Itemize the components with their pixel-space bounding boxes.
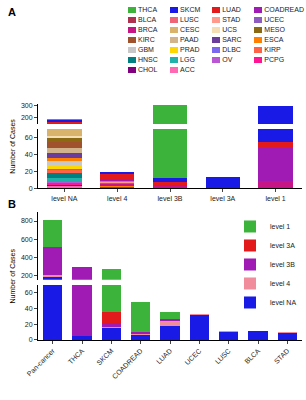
svg-text:20: 20	[25, 321, 33, 328]
svg-text:level 1: level 1	[265, 195, 285, 202]
html-text:PAAD: PAAD	[180, 36, 199, 43]
svg-text:40: 40	[25, 151, 33, 158]
svg-text:level 1: level 1	[270, 223, 290, 230]
html-text:KIRP: KIRP	[264, 46, 281, 53]
svg-text:UCEC: UCEC	[184, 347, 203, 366]
html-text:SKCM: SKCM	[180, 6, 201, 13]
html-text:BLCA: BLCA	[138, 16, 157, 23]
svg-text:LUAD: LUAD	[155, 347, 173, 365]
svg-text:60: 60	[25, 289, 33, 296]
svg-text:200: 200	[21, 272, 33, 279]
svg-text:THCA: THCA	[67, 347, 86, 366]
svg-text:Number of Cases: Number of Cases	[9, 249, 16, 304]
html-text:HNSC: HNSC	[138, 56, 158, 63]
html-text:DLBC: DLBC	[222, 46, 241, 53]
html-text:PRAD: PRAD	[180, 46, 200, 53]
svg-text:COADREAD: COADREAD	[111, 347, 144, 380]
svg-text:300: 300	[21, 102, 33, 109]
svg-text:level 3B: level 3B	[158, 195, 183, 202]
svg-text:400: 400	[21, 254, 33, 261]
svg-text:800: 800	[21, 217, 33, 224]
html-text:LUAD: LUAD	[222, 6, 241, 13]
html-text:CHOL: CHOL	[138, 66, 158, 73]
html-text:CESC: CESC	[180, 26, 200, 33]
svg-text:level NA: level NA	[51, 195, 77, 202]
svg-text:B: B	[8, 198, 16, 210]
html-text:OV: OV	[222, 56, 233, 63]
svg-text:0: 0	[29, 336, 33, 343]
html-text:COADREAD: COADREAD	[264, 6, 304, 13]
html-text:LUSC: LUSC	[180, 16, 199, 23]
svg-text:Number of Cases: Number of Cases	[9, 119, 16, 174]
html-text:LGG: LGG	[180, 56, 195, 63]
html-text:UCEC: UCEC	[264, 16, 285, 23]
svg-text:200: 200	[21, 114, 33, 121]
html-text:UCS: UCS	[222, 26, 237, 33]
svg-text:0: 0	[29, 185, 33, 192]
svg-text:40: 40	[25, 305, 33, 312]
svg-text:BLCA: BLCA	[243, 347, 261, 365]
svg-text:level 3A: level 3A	[270, 242, 295, 249]
html-text:STAD: STAD	[222, 16, 241, 23]
html-text:GBM: GBM	[138, 46, 154, 53]
html-text:ACC: ACC	[180, 66, 195, 73]
svg-text:600: 600	[21, 236, 33, 243]
html-text:ESCA: ESCA	[264, 36, 284, 43]
svg-text:level 4: level 4	[270, 280, 290, 287]
html-text:SARC: SARC	[222, 36, 242, 43]
html-text:PCPG: PCPG	[264, 56, 285, 63]
svg-text:STAD: STAD	[273, 347, 291, 365]
svg-text:60: 60	[25, 134, 33, 141]
html-text:THCA: THCA	[138, 6, 158, 13]
svg-text:LUSC: LUSC	[214, 347, 232, 365]
svg-text:level 3A: level 3A	[210, 195, 235, 202]
html-text:KIRC: KIRC	[138, 36, 155, 43]
svg-text:SKCM: SKCM	[95, 347, 114, 366]
html-text:MESO: MESO	[264, 26, 285, 33]
html-text:BRCA: BRCA	[138, 26, 158, 33]
svg-text:Pan-cancer: Pan-cancer	[26, 347, 57, 378]
svg-text:20: 20	[25, 168, 33, 175]
svg-text:level NA: level NA	[270, 299, 296, 306]
svg-text:A: A	[8, 6, 16, 18]
svg-text:level 4: level 4	[107, 195, 127, 202]
svg-text:level 3B: level 3B	[270, 261, 295, 268]
